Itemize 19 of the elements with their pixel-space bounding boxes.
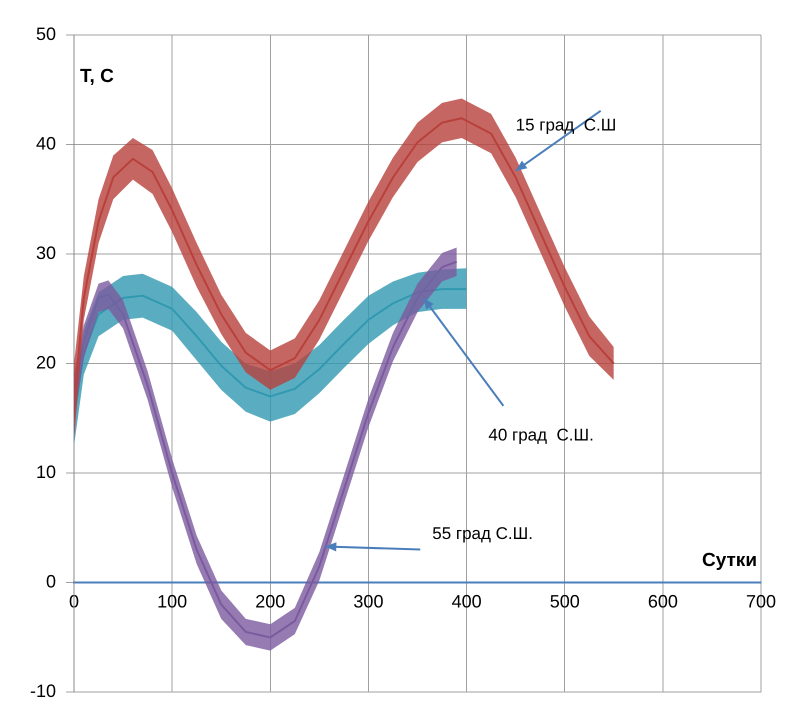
y-tick-label: 40 [36, 134, 56, 154]
x-tick-label: 200 [255, 591, 286, 612]
y-tick-label: -10 [30, 681, 56, 702]
y-axis-title: T, C [80, 66, 114, 88]
y-tick-label: 30 [36, 243, 56, 264]
y-tick-label: 10 [36, 462, 56, 482]
x-tick-label: 300 [353, 591, 384, 612]
annotation: 55 град С.Ш. [432, 524, 533, 544]
x-tick-label: 500 [550, 591, 580, 612]
annotation: 40 град С.Ш. [488, 426, 594, 445]
x-tick-label: 600 [648, 591, 678, 612]
x-tick-label: 100 [157, 591, 188, 612]
x-axis-title: Сутки [702, 550, 757, 571]
y-tick-label: 0 [46, 572, 56, 592]
x-tick-label: 700 [746, 591, 776, 612]
y-tick-label: 20 [36, 352, 56, 373]
x-tick-label: 400 [452, 591, 482, 612]
y-tick-label: 50 [36, 24, 56, 44]
annotation: 15 град С.Ш [516, 116, 616, 135]
